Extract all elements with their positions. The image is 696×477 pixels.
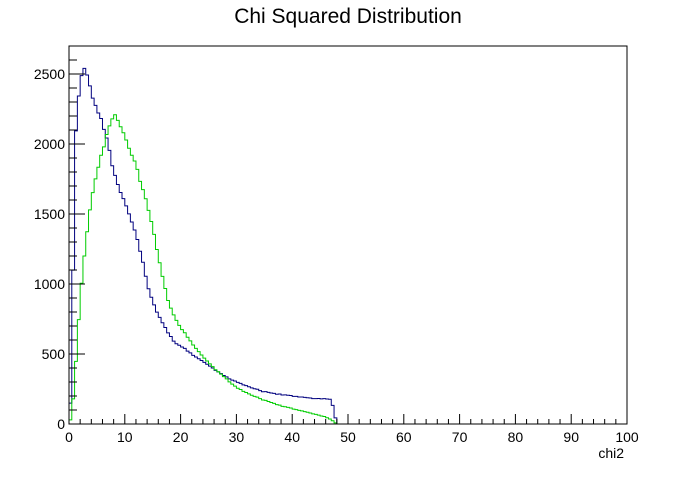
- series-1-histogram-line: [68, 67, 627, 425]
- chart-title: Chi Squared Distribution: [234, 5, 462, 28]
- x-tick-label: 0: [65, 429, 73, 445]
- x-tick-label: 20: [173, 429, 189, 445]
- x-tick-label: 80: [508, 429, 524, 445]
- x-axis-title: chi2: [598, 445, 624, 461]
- y-tick-label: 2500: [34, 66, 65, 82]
- x-tick-label: 50: [340, 429, 356, 445]
- plot-frame: [68, 45, 628, 425]
- y-tick-label: 1000: [34, 276, 65, 292]
- x-tick-label: 40: [284, 429, 300, 445]
- series-2-histogram-line: [68, 114, 627, 425]
- y-axis: 0 500 1000 1500 2000 2500: [34, 45, 85, 432]
- y-tick-label: 0: [57, 416, 65, 432]
- series-layer: [68, 67, 627, 425]
- x-tick-label: 30: [229, 429, 245, 445]
- x-axis: 0 10 20 30 40 50 60 70 80 90 100: [65, 414, 639, 445]
- x-tick-label: 100: [615, 429, 639, 445]
- y-tick-label: 2000: [34, 136, 65, 152]
- x-tick-label: 60: [396, 429, 412, 445]
- y-tick-label: 500: [42, 346, 66, 362]
- x-tick-label: 10: [117, 429, 133, 445]
- x-tick-label: 70: [452, 429, 468, 445]
- y-tick-label: 1500: [34, 206, 65, 222]
- x-tick-label: 90: [563, 429, 579, 445]
